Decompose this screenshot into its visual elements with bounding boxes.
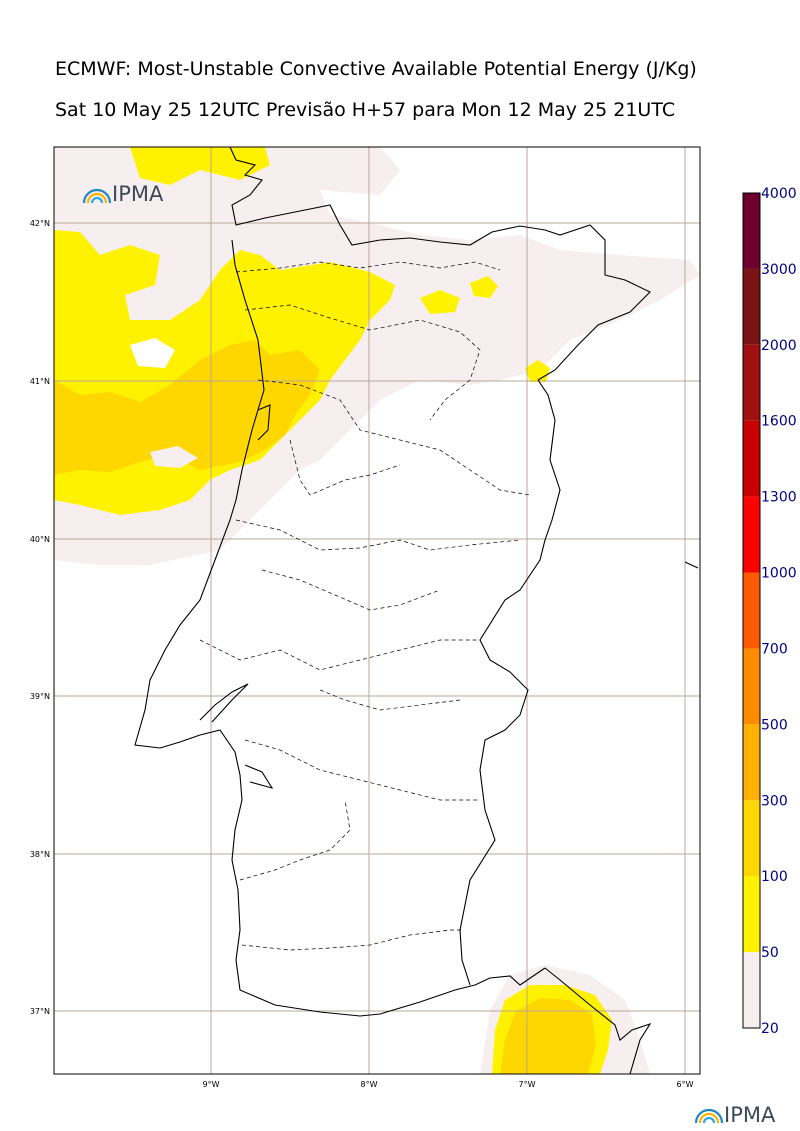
colorbar-swatch	[743, 420, 760, 497]
ipma-footer-text: IPMA	[724, 1103, 776, 1127]
colorbar-swatch	[743, 876, 760, 953]
district-line-8	[319, 689, 461, 711]
district-line-2	[244, 304, 481, 421]
colorbar-label: 2000	[761, 338, 797, 354]
portugal-west-coast	[134, 239, 546, 1017]
colorbar-swatch	[743, 800, 760, 877]
colorbar-label: 3000	[761, 262, 797, 278]
lat-labels: 42°N 41°N 40°N 39°N 38°N 37°N	[30, 219, 50, 1016]
colorbar-label: 20	[761, 1021, 779, 1037]
spain-north-coast	[229, 147, 651, 381]
coastlines	[134, 147, 699, 1074]
east-coast-fragment	[684, 561, 699, 569]
colorbar-label: 1300	[761, 490, 797, 506]
cape-yellow-nw-blob	[130, 147, 270, 185]
sado-estuary	[244, 764, 274, 789]
district-line-11	[241, 929, 462, 951]
colorbar-swatch	[743, 724, 760, 801]
ipma-footer-arc-icon	[694, 1108, 724, 1124]
colorbar-label: 50	[761, 945, 779, 961]
chart-subtitle: Sat 10 May 25 12UTC Previsão H+57 para M…	[55, 99, 676, 121]
colorbar-swatch	[743, 952, 760, 1028]
chart-title: ECMWF: Most-Unstable Convective Availabl…	[55, 58, 697, 80]
ipma-arc-icon	[82, 188, 112, 204]
tagus-estuary	[199, 683, 249, 723]
colorbar-swatch	[743, 268, 760, 345]
district-line-10	[239, 799, 351, 881]
colorbar-label: 4000	[761, 186, 797, 202]
district-line-1	[235, 261, 501, 273]
lat-label-42n: 42°N	[30, 219, 50, 228]
lat-label-40n: 40°N	[30, 535, 50, 544]
colorbar-swatch	[743, 496, 760, 573]
district-line-5	[235, 519, 521, 551]
colorbar-label: 500	[761, 717, 788, 733]
lon-label-9w: 9°W	[203, 1080, 220, 1089]
colorbar-swatch	[743, 344, 760, 421]
ipma-logo-map: IPMA	[82, 182, 164, 206]
district-line-7	[199, 639, 480, 671]
spain-south-coast	[544, 967, 652, 1074]
map-frame	[53, 146, 701, 1075]
ipma-logo-footer: IPMA	[694, 1103, 776, 1127]
lon-labels: 9°W 8°W 7°W 6°W	[203, 1080, 694, 1089]
lat-label-37n: 37°N	[30, 1007, 50, 1016]
colorbar: 20 50 100 300 500 700 1000 1300 1600 2000 3000 4000	[742, 186, 797, 1037]
lon-label-6w: 6°W	[677, 1080, 694, 1089]
cape-hole-2	[150, 446, 198, 468]
colorbar-frame	[742, 192, 761, 1029]
colorbar-swatch	[743, 648, 760, 725]
district-line-3	[257, 379, 531, 496]
cape-gold-south	[500, 998, 596, 1074]
lat-label-41n: 41°N	[30, 377, 50, 386]
colorbar-label: 100	[761, 869, 788, 885]
aveiro-lagoon	[257, 404, 271, 441]
graticule	[54, 147, 700, 1074]
colorbar-label: 1000	[761, 566, 797, 582]
lat-label-38n: 38°N	[30, 850, 50, 859]
lon-label-8w: 8°W	[361, 1080, 378, 1089]
cape-hole-1	[130, 338, 175, 368]
cape-yellow-ne-blob	[470, 276, 498, 298]
colorbar-label: 1600	[761, 414, 797, 430]
district-boundaries	[199, 261, 531, 951]
colorbar-label: 700	[761, 641, 788, 657]
cape-gold-west	[54, 340, 320, 475]
lat-label-39n: 39°N	[30, 692, 50, 701]
ipma-logo-text: IPMA	[112, 182, 164, 206]
colorbar-swatch	[743, 572, 760, 649]
colorbar-swatch	[743, 193, 760, 269]
district-line-4	[289, 439, 401, 496]
district-line-9	[244, 739, 480, 801]
colorbar-label: 300	[761, 793, 788, 809]
portugal-spain-border	[459, 379, 561, 986]
cape-yellow-n-blob	[420, 290, 460, 314]
lon-label-7w: 7°W	[519, 1080, 536, 1089]
cape-field	[54, 147, 700, 1074]
